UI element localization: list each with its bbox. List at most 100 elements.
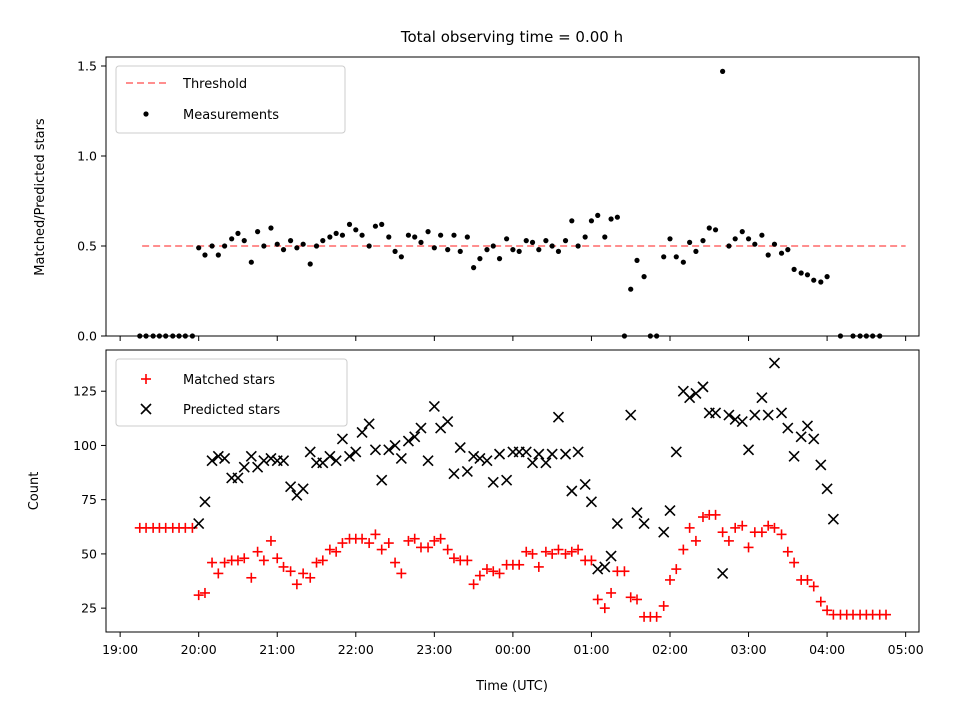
measurement-point: [771, 241, 778, 247]
measurement-point: [555, 248, 562, 254]
x-tick-label: 04:00: [809, 642, 845, 657]
measurement-point: [287, 238, 294, 244]
measurement-point: [438, 232, 444, 238]
matched-star-point: [664, 574, 675, 585]
predicted-star-point: [821, 483, 833, 495]
predicted-star-point: [409, 431, 421, 443]
predicted-star-point: [546, 448, 558, 460]
measurement-point: [687, 239, 693, 245]
measurement-point: [759, 232, 765, 238]
matched-star-point: [494, 568, 505, 579]
matched-star-point: [219, 557, 230, 568]
measurement-point: [477, 256, 483, 262]
measurement-point: [634, 257, 640, 263]
matched-star-point: [566, 546, 577, 557]
predicted-star-point: [709, 407, 722, 419]
matched-star-point: [717, 527, 728, 538]
matched-star-point: [468, 579, 479, 590]
predicted-star-point: [356, 426, 368, 438]
predicted-star-point: [723, 409, 735, 421]
measurement-point: [529, 239, 536, 245]
predicted-star-point: [670, 446, 682, 458]
matched-star-point: [560, 548, 571, 559]
matched-star-point: [390, 557, 401, 568]
predicted-star-point: [762, 409, 774, 421]
measurement-point: [693, 248, 699, 254]
legend-matched-label: Matched stars: [183, 373, 275, 388]
matched-star-point: [285, 566, 296, 577]
matched-star-point: [632, 594, 643, 605]
matched-star-point: [756, 527, 767, 538]
matched-star-point: [376, 544, 387, 555]
legend-predicted-swatch: [140, 403, 152, 415]
measurement-point: [752, 241, 758, 247]
measurement-point: [241, 238, 247, 244]
predicted-star-point: [742, 444, 755, 456]
matched-star-point: [690, 535, 701, 546]
predicted-star-point: [756, 392, 768, 404]
measurement-point: [248, 259, 254, 265]
predicted-star-point: [219, 452, 231, 465]
measurement-point: [739, 229, 745, 235]
x-tick-label: 19:00: [102, 642, 138, 657]
measurement-point: [425, 229, 431, 235]
predicted-star-point: [775, 407, 788, 419]
measurement-point: [811, 277, 817, 283]
predicted-star-point: [383, 444, 395, 456]
matched-star-point: [448, 553, 459, 564]
matched-star-point: [776, 529, 787, 540]
measurement-point: [818, 279, 824, 285]
predicted-star-point: [552, 411, 565, 423]
predicted-star-point: [801, 420, 814, 432]
predicted-star-point: [795, 431, 807, 443]
matched-star-point: [317, 555, 328, 566]
matched-star-point: [802, 574, 813, 585]
x-axis-label: Time (UTC): [475, 679, 548, 694]
predicted-star-point: [540, 457, 552, 469]
matched-star-point: [763, 520, 774, 531]
predicted-star-point: [664, 504, 676, 517]
measurement-point: [333, 230, 339, 236]
measurement-point: [280, 247, 287, 253]
matched-star-point: [625, 592, 636, 603]
top-y-tick-label: 0.0: [77, 329, 97, 344]
matched-star-point: [527, 548, 538, 559]
predicted-star-point: [566, 485, 578, 497]
predicted-star-point: [468, 450, 480, 462]
matched-star-point: [521, 546, 532, 557]
measurement-point: [588, 218, 595, 224]
top-panel: 0.0 0.5 1.0 1.5 Matched/Predicted stars Thr…: [33, 56, 920, 344]
matched-star-point: [278, 561, 289, 572]
predicted-star-point: [277, 455, 290, 467]
predicted-star-point: [193, 517, 205, 530]
predicted-star-point: [238, 461, 250, 473]
matched-star-point: [252, 546, 263, 557]
measurement-point: [294, 245, 300, 251]
measurement-point: [667, 236, 673, 242]
predicted-star-point: [454, 442, 466, 454]
matched-star-point: [232, 555, 243, 566]
measurement-point: [372, 223, 379, 229]
matched-star-point: [462, 555, 473, 566]
legend-x-marker: [140, 403, 152, 415]
predicted-star-point: [285, 481, 297, 493]
predicted-star-point: [304, 446, 316, 458]
matched-star-point: [671, 564, 682, 575]
matched-star-point: [743, 542, 754, 553]
measurement-point: [824, 274, 830, 280]
bottom-y-tick-label: 25: [81, 601, 97, 616]
matched-star-point: [573, 544, 584, 555]
predicted-star-point: [788, 450, 800, 462]
matched-star-point: [331, 546, 342, 557]
matched-star-point: [881, 609, 892, 620]
measurement-point: [732, 236, 738, 242]
measurement-point: [765, 252, 771, 258]
matched-star-point: [606, 587, 617, 598]
bottom-y-axis-label: Count: [27, 472, 42, 511]
measurement-point: [235, 230, 241, 236]
measurement-point: [712, 227, 719, 233]
matched-stars-series: [134, 509, 892, 622]
predicted-star-point: [520, 446, 532, 458]
predicted-star-point: [324, 450, 336, 462]
